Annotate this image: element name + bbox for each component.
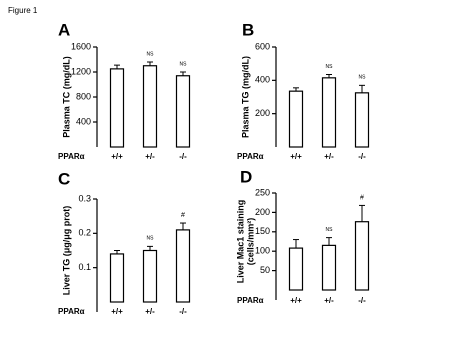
x-tick-label: +/- [145, 307, 155, 316]
y-tick-label: 50 [260, 265, 270, 275]
panel-letter: B [242, 20, 254, 39]
y-tick-label: 400 [76, 116, 91, 126]
bar [109, 253, 125, 303]
y-tick-label: 800 [76, 91, 91, 101]
significance-label: NS [326, 227, 334, 233]
bar [321, 77, 337, 148]
x-axis-title: PPARα [237, 152, 264, 161]
bar [354, 92, 370, 148]
y-axis-title: Liver TG (μg/μg prot) [61, 206, 71, 296]
bar [321, 244, 337, 291]
x-tick-label: +/- [145, 152, 155, 161]
bar [175, 229, 191, 303]
x-tick-label: +/+ [290, 152, 302, 161]
y-tick-label: 250 [255, 187, 270, 197]
bar [109, 68, 125, 148]
y-tick-label: 1600 [71, 41, 91, 51]
bar [288, 247, 304, 291]
y-tick-label: 150 [255, 226, 270, 236]
significance-label: NS [147, 236, 155, 242]
y-axis-title: Liver Mac1 staining [235, 200, 245, 284]
significance-label: # [360, 194, 364, 201]
x-tick-label: -/- [179, 152, 187, 161]
panel-letter: C [58, 169, 70, 188]
x-axis-title: PPARα [58, 152, 85, 161]
x-tick-label: -/- [358, 296, 366, 305]
bar [142, 249, 158, 303]
significance-label: NS [180, 61, 188, 67]
bar [175, 75, 191, 148]
y-tick-label: 0.2 [78, 228, 91, 238]
significance-label: NS [359, 75, 367, 81]
x-tick-label: +/+ [111, 152, 123, 161]
x-tick-label: -/- [179, 307, 187, 316]
y-axis-title: Plasma TG (mg/dL) [240, 56, 250, 138]
y-tick-label: 200 [255, 207, 270, 217]
x-tick-label: +/+ [111, 307, 123, 316]
panel-letter: D [240, 167, 252, 186]
y-tick-label: 0.3 [78, 193, 91, 203]
x-tick-label: -/- [358, 152, 366, 161]
bar [142, 65, 158, 148]
significance-label: NS [326, 64, 334, 70]
y-tick-label: 1200 [71, 66, 91, 76]
significance-label: # [181, 212, 185, 219]
x-tick-label: +/- [324, 296, 334, 305]
y-tick-label: 600 [255, 41, 270, 51]
y-tick-label: 400 [255, 75, 270, 85]
x-tick-label: +/+ [290, 296, 302, 305]
bar [354, 221, 370, 291]
x-tick-label: +/- [324, 152, 334, 161]
y-tick-label: 200 [255, 108, 270, 118]
significance-label: NS [147, 51, 155, 57]
figure-label: Figure 1 [8, 6, 38, 15]
y-axis-title: Plasma TC (mg/dL) [61, 56, 71, 138]
y-tick-label: 0.1 [78, 262, 91, 272]
bar [288, 90, 304, 148]
y-tick-label: 100 [255, 246, 270, 256]
panel-letter: A [58, 20, 70, 39]
x-axis-title: PPARα [237, 296, 264, 305]
y-axis-title: (cells/mm²) [245, 218, 255, 266]
x-axis-title: PPARα [58, 307, 85, 316]
